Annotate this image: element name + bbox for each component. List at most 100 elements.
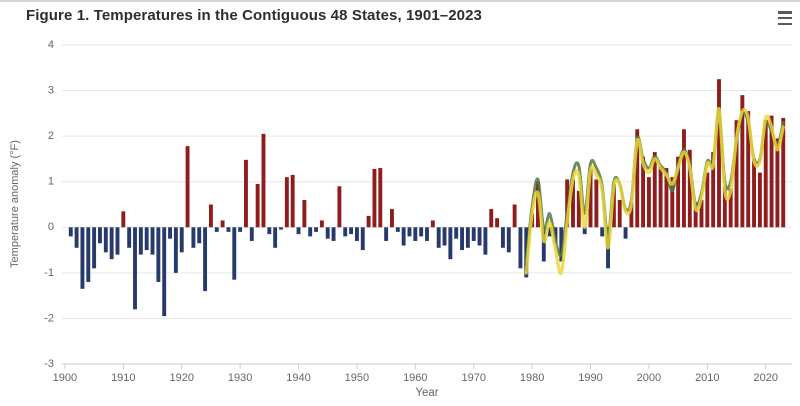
bar-1988[interactable] — [576, 190, 581, 228]
bar-1973[interactable] — [489, 209, 494, 228]
bar-1933[interactable] — [255, 183, 260, 228]
bar-1942[interactable] — [308, 227, 313, 237]
bar-1997[interactable] — [629, 202, 634, 228]
bar-1953[interactable] — [372, 168, 377, 228]
bar-1914[interactable] — [144, 227, 149, 251]
bar-2008[interactable] — [693, 202, 698, 228]
bar-2013[interactable] — [722, 186, 727, 228]
bar-1949[interactable] — [349, 227, 354, 235]
bar-1937[interactable] — [279, 227, 283, 230]
bar-1946[interactable] — [331, 227, 336, 241]
bar-1971[interactable] — [477, 227, 482, 246]
bar-1991[interactable] — [594, 179, 599, 228]
bar-1990[interactable] — [588, 168, 593, 228]
bar-1968[interactable] — [460, 227, 464, 251]
bar-1919[interactable] — [173, 227, 178, 273]
bar-1921[interactable] — [185, 146, 190, 228]
bar-2006[interactable] — [682, 129, 686, 228]
bar-2002[interactable] — [658, 165, 663, 228]
bar-1907[interactable] — [103, 227, 108, 253]
bar-2011[interactable] — [711, 152, 716, 228]
bar-1925[interactable] — [208, 204, 213, 228]
bar-1999[interactable] — [641, 156, 646, 228]
bar-1974[interactable] — [495, 218, 500, 228]
bar-2014[interactable] — [728, 188, 733, 228]
bar-1909[interactable] — [115, 227, 120, 255]
bar-1959[interactable] — [407, 227, 412, 237]
bar-1901[interactable] — [68, 227, 73, 237]
bar-2003[interactable] — [664, 168, 669, 228]
bar-1950[interactable] — [354, 227, 359, 241]
bar-1915[interactable] — [150, 227, 155, 255]
bar-1964[interactable] — [436, 227, 441, 248]
bar-1939[interactable] — [290, 174, 295, 228]
bar-1926[interactable] — [214, 227, 219, 232]
bar-2021[interactable] — [769, 115, 774, 228]
bar-1928[interactable] — [226, 227, 231, 232]
bar-1975[interactable] — [500, 227, 505, 248]
bar-1918[interactable] — [168, 227, 172, 239]
bar-2001[interactable] — [652, 152, 657, 228]
bar-1917[interactable] — [162, 227, 167, 317]
bar-1931[interactable] — [244, 159, 248, 228]
bar-1913[interactable] — [138, 227, 143, 255]
smoothed-line-yellow[interactable] — [524, 107, 785, 276]
bar-1929[interactable] — [232, 227, 237, 280]
bar-2004[interactable] — [670, 177, 675, 228]
bar-1943[interactable] — [314, 227, 318, 232]
bar-1948[interactable] — [343, 227, 348, 237]
bar-2017[interactable] — [746, 111, 751, 228]
bar-1996[interactable] — [623, 227, 628, 239]
bar-2019[interactable] — [757, 172, 762, 228]
bar-1905[interactable] — [92, 227, 97, 269]
bar-2005[interactable] — [676, 156, 681, 228]
bar-1934[interactable] — [261, 133, 266, 228]
bar-1963[interactable] — [430, 220, 435, 228]
bar-1987[interactable] — [571, 179, 575, 228]
bar-1954[interactable] — [378, 168, 383, 228]
bar-2015[interactable] — [734, 120, 739, 228]
bar-1936[interactable] — [273, 227, 278, 248]
bar-1941[interactable] — [302, 199, 307, 228]
bar-1981[interactable] — [536, 181, 540, 228]
bar-1922[interactable] — [191, 227, 196, 248]
bar-1967[interactable] — [454, 227, 459, 239]
bar-1911[interactable] — [127, 227, 132, 248]
bar-1902[interactable] — [74, 227, 79, 248]
bar-1952[interactable] — [366, 215, 371, 228]
bar-2016[interactable] — [740, 95, 745, 228]
bar-1962[interactable] — [425, 227, 429, 241]
bar-1945[interactable] — [325, 227, 330, 239]
bar-1927[interactable] — [220, 220, 225, 228]
bar-2018[interactable] — [752, 158, 756, 228]
bar-1951[interactable] — [360, 227, 365, 251]
bar-1903[interactable] — [80, 227, 85, 289]
bar-1998[interactable] — [635, 129, 640, 228]
bar-1978[interactable] — [518, 227, 523, 269]
bar-2007[interactable] — [687, 149, 692, 228]
bar-1957[interactable] — [395, 227, 400, 232]
bar-1923[interactable] — [197, 227, 202, 244]
bar-2012[interactable] — [717, 79, 721, 228]
chart-context-menu-button[interactable] — [778, 10, 794, 26]
bar-1930[interactable] — [238, 227, 243, 232]
bar-2022[interactable] — [775, 138, 780, 228]
bar-2010[interactable] — [705, 172, 710, 228]
bar-1910[interactable] — [121, 211, 126, 228]
bar-1961[interactable] — [419, 227, 424, 237]
bar-1969[interactable] — [465, 227, 470, 248]
bar-1995[interactable] — [617, 199, 622, 228]
bar-1920[interactable] — [179, 227, 184, 253]
bar-1938[interactable] — [284, 177, 289, 228]
bar-1958[interactable] — [401, 227, 406, 246]
bar-1906[interactable] — [98, 227, 102, 244]
bar-1972[interactable] — [483, 227, 488, 255]
bar-2009[interactable] — [699, 199, 704, 228]
bar-1935[interactable] — [267, 227, 272, 235]
bar-1940[interactable] — [296, 227, 301, 235]
bar-1912[interactable] — [133, 227, 137, 310]
bar-2020[interactable] — [763, 120, 768, 228]
bar-1965[interactable] — [442, 227, 447, 246]
bar-2000[interactable] — [646, 177, 651, 228]
bar-1955[interactable] — [384, 227, 389, 241]
